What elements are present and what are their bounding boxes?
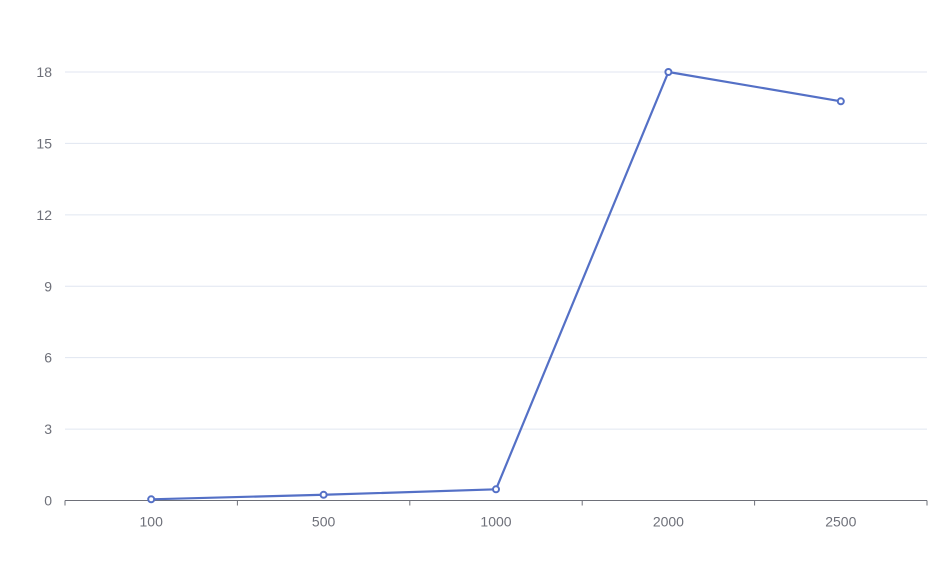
data-point (664, 68, 673, 76)
x-tick-label: 100 (140, 514, 164, 530)
x-tick-label: 1000 (480, 514, 511, 530)
data-point (836, 97, 845, 106)
y-tick-label: 0 (44, 493, 52, 509)
grid-lines (65, 71, 927, 430)
data-point (147, 495, 156, 504)
y-tick-label: 6 (44, 350, 52, 366)
y-tick-label: 18 (36, 64, 52, 80)
data-point (319, 490, 328, 499)
y-tick-label: 9 (44, 278, 52, 294)
y-tick-label: 3 (44, 421, 52, 437)
data-point (492, 485, 500, 494)
y-axis: 0 3 6 9 12 15 18 (36, 64, 52, 509)
series-line (151, 70, 841, 501)
x-tick-label: 500 (312, 514, 336, 530)
x-tick-label: 2000 (653, 514, 684, 530)
y-tick-label: 12 (36, 207, 52, 223)
series (147, 68, 845, 504)
x-axis: 100 500 1000 2000 2500 (64, 500, 928, 530)
x-tick-label: 2500 (825, 514, 856, 530)
y-tick-label: 15 (36, 135, 52, 151)
